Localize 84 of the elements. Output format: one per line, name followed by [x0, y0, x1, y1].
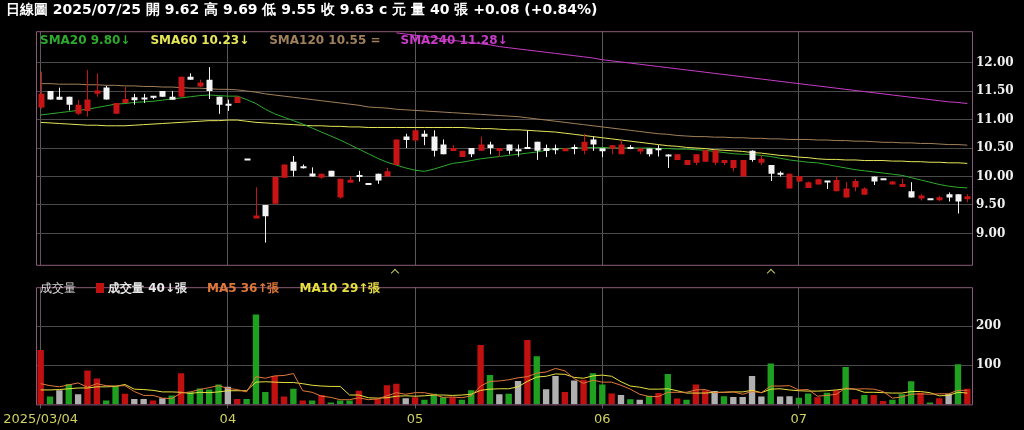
bar	[56, 390, 63, 405]
candlestick	[290, 155, 297, 177]
bar	[711, 391, 718, 405]
bar	[271, 375, 278, 405]
bar	[580, 379, 587, 405]
bar	[786, 396, 793, 405]
candlestick	[94, 72, 101, 98]
x-tick-label: 04	[219, 410, 237, 426]
bar	[814, 397, 821, 405]
bar	[74, 394, 82, 405]
bar	[477, 345, 484, 405]
candlestick	[206, 66, 213, 100]
x-tick-label: 06	[594, 410, 611, 426]
bar	[84, 370, 91, 405]
bar	[402, 398, 409, 405]
bar	[552, 375, 559, 405]
candlestick	[524, 129, 531, 149]
candlestick	[262, 204, 269, 244]
bar	[861, 395, 868, 405]
bar	[37, 350, 44, 405]
y-tick-label: 11.00	[976, 111, 1014, 126]
bar	[805, 393, 812, 405]
chart-title: 日線圖 2025/07/25 開 9.62 高 9.69 低 9.55 收 9.63 c 元 量 40 張 +0.08 (+0.84%)	[6, 1, 598, 19]
bar	[524, 339, 531, 405]
bar	[243, 398, 250, 405]
bar	[542, 389, 550, 405]
bar	[308, 400, 316, 405]
bar	[851, 399, 859, 405]
bar	[112, 385, 119, 405]
y-tick-label: 9.00	[976, 225, 1006, 240]
bar	[758, 396, 765, 405]
bar	[337, 400, 344, 405]
bar	[561, 391, 569, 405]
candlestick	[955, 193, 962, 215]
text: SMA60 10.23↓	[150, 33, 250, 47]
text: SMA20 9.80↓	[40, 33, 131, 47]
chart-title: 成交量	[40, 280, 76, 297]
candlestick	[431, 129, 438, 158]
bar	[505, 393, 512, 405]
bar	[730, 396, 737, 405]
text: MA5 36↑張	[206, 280, 280, 297]
bar	[889, 399, 896, 405]
bar	[149, 400, 157, 405]
bar	[870, 395, 877, 405]
y-tick-label: 10.50	[976, 140, 1014, 155]
candlestick	[38, 71, 45, 110]
x-tick-label: 05	[406, 410, 424, 426]
bar	[720, 396, 728, 405]
bar	[627, 399, 634, 405]
bar	[608, 393, 615, 405]
bar	[346, 400, 353, 405]
bar	[739, 396, 746, 405]
legend-label: 成交量 40↓張	[107, 280, 187, 297]
y-tick-label: 200	[976, 318, 1002, 333]
y-tick-label: 9.50	[976, 197, 1006, 212]
bar	[683, 399, 690, 405]
candlestick	[581, 133, 588, 155]
bar	[103, 400, 110, 405]
candlestick	[253, 186, 260, 219]
bar	[496, 394, 503, 405]
bar	[299, 400, 306, 405]
text: MA10 29↑張	[299, 280, 381, 297]
bar	[599, 384, 606, 405]
bar	[421, 399, 428, 405]
bar	[411, 397, 419, 405]
x-tick-label: 2025/03/04	[3, 410, 79, 426]
bar	[140, 398, 147, 405]
bar	[262, 391, 269, 405]
bar	[842, 366, 849, 405]
candlestick	[655, 144, 662, 158]
bar	[121, 393, 129, 405]
bar	[936, 398, 943, 405]
bar	[290, 388, 297, 405]
bar	[617, 395, 625, 405]
y-tick-label: 100	[976, 357, 1002, 372]
text: SMA120 10.55 =	[269, 33, 381, 47]
y-tick-label: 12.00	[976, 54, 1014, 69]
y-tick-label: 10.00	[976, 168, 1014, 183]
bar	[964, 388, 971, 405]
y-tick-label: 11.50	[976, 83, 1014, 98]
candlestick	[84, 69, 91, 118]
x-tick-label: 07	[790, 410, 808, 426]
series-label: SMA240 11.28↓	[400, 33, 508, 47]
bar	[571, 380, 578, 405]
